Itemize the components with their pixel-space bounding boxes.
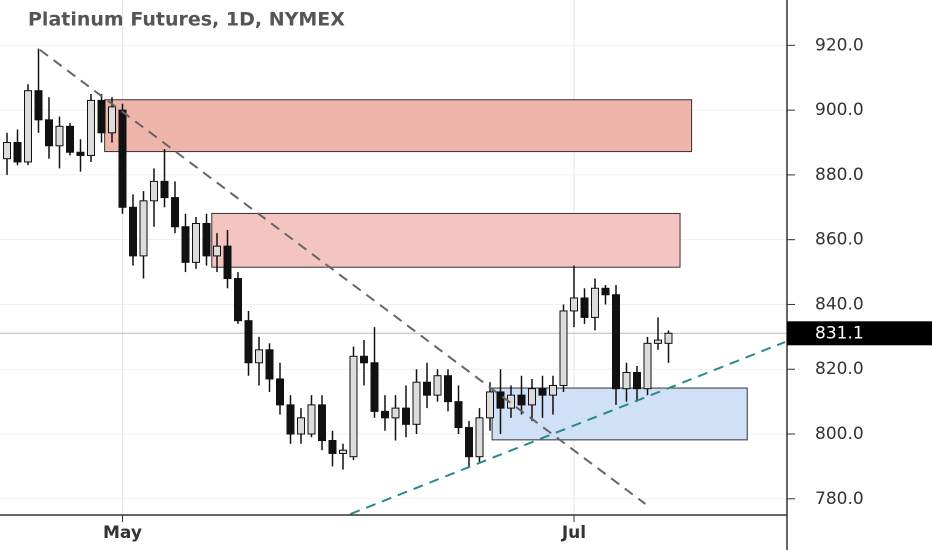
y-tick-label: 800.0 <box>815 424 864 444</box>
trendline <box>349 341 786 515</box>
candle-body <box>444 375 452 403</box>
y-tick-label: 860.0 <box>815 230 864 250</box>
candle-body <box>370 362 379 412</box>
candle-body <box>475 417 484 458</box>
candle-body <box>34 90 43 121</box>
x-tick-label: Jul <box>561 523 586 543</box>
candle-body <box>160 180 169 199</box>
candle-body <box>433 375 442 396</box>
candle-body <box>255 349 263 364</box>
candle-body <box>297 417 305 435</box>
candle-body <box>234 278 242 322</box>
candle-body <box>150 180 158 202</box>
x-tick-label: May <box>103 523 142 543</box>
candle-body <box>328 440 337 454</box>
candle-body <box>381 410 389 419</box>
candle-body <box>286 404 295 435</box>
y-tick-label: 820.0 <box>815 359 864 379</box>
y-tick-label: 920.0 <box>815 35 864 55</box>
candle-body <box>3 142 11 160</box>
candle-body <box>580 297 589 318</box>
candle-body <box>622 371 631 390</box>
candle-body <box>223 245 232 280</box>
candle-body <box>496 391 505 409</box>
candle-body <box>402 407 410 425</box>
candle-body <box>559 310 568 386</box>
candle-body <box>13 142 22 163</box>
candle-body <box>360 355 368 364</box>
candle-body <box>108 106 116 134</box>
zone <box>104 99 693 153</box>
candle-body <box>181 226 190 263</box>
candle-body <box>265 349 274 380</box>
candle-body <box>664 332 673 344</box>
candle-body <box>339 449 347 454</box>
candle-body <box>244 320 253 364</box>
candle-body <box>412 381 421 425</box>
last-price-label: 831.1 <box>815 323 864 343</box>
candle-body <box>97 99 106 134</box>
candle-body <box>139 200 148 257</box>
candle-body <box>276 378 284 406</box>
candle-body <box>129 206 137 257</box>
candle-body <box>612 294 620 390</box>
candle-body <box>349 355 358 458</box>
candle-body <box>486 391 494 419</box>
candle-body <box>549 384 557 396</box>
candle-body <box>391 407 400 419</box>
chart-title: Platinum Futures, 1D, NYMEX <box>28 9 345 31</box>
candle-body <box>633 371 641 390</box>
y-tick-label: 840.0 <box>815 294 864 314</box>
candle-body <box>307 404 316 435</box>
candle-body <box>192 222 200 263</box>
candle-body <box>118 109 127 208</box>
y-tick-label: 780.0 <box>815 489 864 509</box>
last-price-box <box>787 321 932 346</box>
candle-body <box>171 197 179 228</box>
candle-body <box>87 99 95 156</box>
candle-body <box>76 151 85 156</box>
candle-body <box>517 394 526 406</box>
candle-body <box>538 388 547 396</box>
candle-body <box>601 287 610 296</box>
y-tick-label: 880.0 <box>815 165 864 185</box>
candle-body <box>591 287 599 318</box>
candle-body <box>465 427 473 458</box>
candle-body <box>423 381 431 396</box>
candle-body <box>528 388 536 406</box>
candle-body <box>55 125 64 147</box>
candle-body <box>202 222 211 257</box>
candle-body <box>213 245 221 257</box>
candle-body <box>454 401 463 429</box>
candle-body <box>643 342 652 390</box>
candle-body <box>24 90 32 163</box>
zone <box>211 212 681 268</box>
candle-body <box>570 297 578 312</box>
y-tick-label: 900.0 <box>815 100 864 120</box>
candle-body <box>66 125 74 153</box>
candle-body <box>318 404 326 442</box>
candle-body <box>654 339 662 344</box>
trendline <box>39 49 647 505</box>
candle-body <box>45 119 53 147</box>
